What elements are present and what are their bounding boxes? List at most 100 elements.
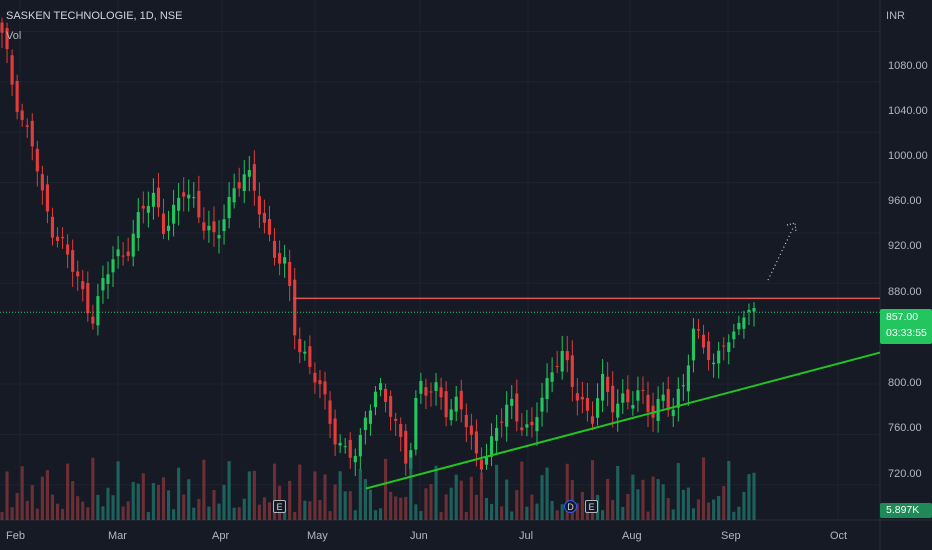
candle-body	[732, 331, 736, 340]
candle-body	[166, 225, 171, 231]
candle-body	[686, 365, 690, 392]
candle-body	[530, 421, 534, 426]
candle-body	[131, 233, 135, 257]
candle-body	[293, 279, 297, 336]
candle-body	[616, 403, 620, 418]
volume-bar	[742, 491, 746, 520]
volume-bar	[384, 458, 388, 520]
volume-bar	[81, 501, 85, 520]
candle-body	[121, 255, 125, 257]
x-tick-label: May	[307, 530, 328, 542]
candle-body	[333, 418, 337, 445]
volume-bar	[681, 489, 685, 520]
volume-bar	[313, 471, 317, 520]
volume-bar	[136, 483, 140, 520]
volume-bar	[701, 457, 706, 520]
earnings-marker[interactable]: E	[273, 500, 286, 513]
volume-bar	[545, 467, 549, 520]
volume-bar	[333, 484, 337, 520]
candle-body	[358, 434, 362, 457]
candle-body	[373, 391, 378, 408]
volume-bar	[96, 494, 100, 520]
y-tick-label: 760.00	[888, 422, 922, 434]
candle-body	[288, 261, 292, 286]
volume-bar	[671, 509, 675, 520]
candle-body	[636, 390, 640, 401]
volume-bar	[222, 484, 226, 520]
volume-bar	[459, 480, 463, 520]
candle-body	[177, 197, 181, 211]
candle-body	[590, 416, 595, 424]
volume-bar	[237, 507, 241, 520]
candle-body	[363, 417, 367, 431]
volume-bar	[585, 511, 590, 520]
candle-body	[378, 383, 383, 390]
candle-body	[368, 410, 372, 424]
earnings-marker[interactable]: E	[585, 500, 598, 513]
candle-body	[661, 394, 665, 401]
candle-body	[595, 398, 600, 418]
volume-bar	[177, 467, 181, 520]
volume-bar	[404, 496, 408, 520]
candle-body	[459, 390, 463, 410]
volume-indicator-label[interactable]: Vol	[6, 30, 22, 42]
candle-body	[656, 399, 660, 421]
volume-bar	[424, 488, 428, 520]
volume-bar	[373, 510, 378, 520]
volume-bar	[590, 460, 595, 520]
y-tick-label: 720.00	[888, 468, 922, 480]
candle-body	[278, 253, 282, 264]
volume-bar	[86, 507, 90, 520]
candle-body	[510, 398, 514, 406]
volume-bar	[727, 460, 731, 520]
symbol-title[interactable]: SASKEN TECHNOLOGIE, 1D, NSE	[6, 10, 183, 22]
candle-body	[262, 213, 267, 223]
candle-body	[444, 391, 448, 418]
volume-bar	[686, 487, 690, 520]
volume-bar	[489, 503, 494, 520]
candle-body	[81, 281, 85, 290]
volume-bar	[353, 510, 357, 520]
volume-bar	[525, 506, 529, 520]
volume-bar	[66, 463, 70, 520]
volume-bar	[444, 494, 448, 520]
candle-body	[60, 237, 65, 239]
volume-bar	[212, 489, 216, 520]
volume-bar	[712, 499, 716, 520]
candle-body	[545, 378, 549, 400]
bar-countdown: 03:33:55	[886, 327, 927, 339]
y-tick-label: 1040.00	[888, 105, 928, 117]
dividend-marker[interactable]: D	[564, 500, 577, 513]
y-tick-label: 800.00	[888, 377, 922, 389]
candle-body	[91, 316, 95, 324]
volume-bar	[358, 468, 362, 520]
candle-body	[747, 309, 751, 312]
volume-bar	[626, 493, 630, 520]
volume-bar	[601, 510, 605, 520]
volume-bar	[394, 496, 398, 520]
volume-bar	[560, 504, 564, 520]
volume-bar	[646, 511, 650, 520]
candle-body	[580, 396, 584, 400]
candle-body	[25, 125, 29, 127]
volume-bar	[272, 463, 277, 520]
volume-bar	[257, 504, 261, 520]
volume-bar	[409, 457, 413, 520]
candle-body	[454, 396, 458, 412]
volume-bar	[247, 471, 251, 520]
candle-body	[712, 362, 716, 365]
y-tick-label: 920.00	[888, 240, 922, 252]
volume-bar	[717, 495, 721, 520]
candle-body	[742, 317, 746, 329]
volume-bar	[752, 472, 756, 520]
candle-body	[717, 350, 721, 364]
candle-body	[343, 446, 347, 448]
candle-body	[55, 236, 60, 241]
candle-body	[474, 431, 478, 454]
volume-bar	[141, 473, 145, 520]
volume-bar	[368, 489, 372, 520]
candle-body	[308, 346, 312, 367]
volume-bar	[348, 491, 352, 520]
candle-body	[585, 397, 590, 411]
